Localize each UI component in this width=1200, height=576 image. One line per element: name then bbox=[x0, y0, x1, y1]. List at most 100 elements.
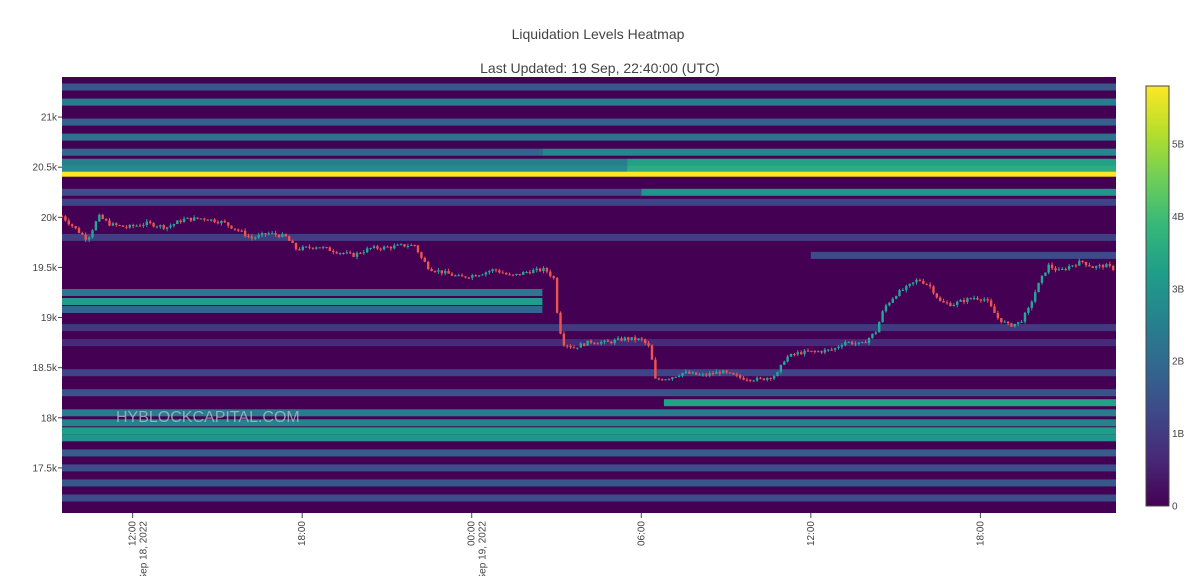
heatmap-bands bbox=[62, 83, 1116, 502]
candle-body bbox=[444, 271, 447, 274]
heatmap-band bbox=[62, 419, 1116, 427]
candle-body bbox=[84, 234, 87, 240]
candle-body bbox=[125, 226, 128, 228]
candle-body bbox=[247, 236, 250, 237]
candle-body bbox=[494, 269, 498, 271]
candle-body bbox=[1105, 264, 1108, 268]
candle-body bbox=[223, 221, 226, 223]
candle-body bbox=[1074, 265, 1078, 267]
candle-body bbox=[87, 237, 91, 240]
heatmap-plot-area: HYBLOCKCAPITAL.COM bbox=[62, 77, 1116, 513]
candle-body bbox=[1047, 264, 1050, 273]
heatmap-band bbox=[62, 389, 1116, 397]
candle-body bbox=[817, 351, 820, 353]
candle-body bbox=[403, 244, 406, 247]
candle-body bbox=[647, 343, 650, 346]
candle-body bbox=[1006, 321, 1010, 324]
candle-body bbox=[1067, 266, 1071, 270]
candle-body bbox=[762, 378, 766, 381]
candle-body bbox=[1044, 272, 1047, 276]
candle-body bbox=[759, 377, 762, 379]
candle-body bbox=[186, 217, 189, 219]
x-tick-label-group: 12:00 Sep 18, 2022 bbox=[128, 521, 150, 576]
candle-body bbox=[728, 372, 732, 374]
candle-body bbox=[661, 379, 664, 381]
candle-body bbox=[104, 218, 108, 221]
candle-body bbox=[820, 351, 823, 353]
heatmap-band bbox=[62, 164, 628, 172]
heatmap-band bbox=[62, 409, 1116, 417]
candle-body bbox=[98, 214, 101, 222]
candle-body bbox=[260, 233, 264, 235]
candle-body bbox=[477, 275, 481, 277]
candle-body bbox=[742, 377, 745, 380]
candle-body bbox=[844, 342, 847, 346]
x-tick-label-group: 18:00 bbox=[975, 521, 986, 546]
candle-body bbox=[399, 244, 403, 246]
candle-body bbox=[874, 332, 877, 334]
candle-body bbox=[864, 342, 867, 344]
candle-body bbox=[1013, 323, 1016, 327]
candle-body bbox=[382, 246, 386, 250]
candle-body bbox=[142, 224, 145, 226]
candle-body bbox=[528, 272, 532, 274]
candle-body bbox=[501, 272, 504, 274]
candle-body bbox=[1050, 264, 1054, 269]
candle-body bbox=[857, 342, 861, 344]
candle-body bbox=[1112, 265, 1115, 270]
heatmap-band bbox=[62, 98, 1116, 106]
candle-body bbox=[603, 340, 606, 342]
heatmap-band bbox=[627, 164, 1116, 172]
candle-body bbox=[413, 244, 416, 246]
candle-body bbox=[427, 261, 430, 269]
heatmap-band bbox=[62, 298, 543, 305]
candle-body bbox=[321, 247, 325, 249]
candle-body bbox=[949, 303, 952, 307]
candle-body bbox=[796, 352, 799, 355]
candle-body bbox=[677, 375, 681, 377]
candle-body bbox=[359, 252, 362, 254]
candle-body bbox=[176, 220, 179, 224]
candle-body bbox=[328, 247, 332, 251]
candle-body bbox=[725, 370, 728, 373]
candle-body bbox=[627, 337, 630, 340]
heatmap-band bbox=[62, 306, 543, 313]
candle-body bbox=[189, 217, 193, 221]
candle-body bbox=[233, 228, 237, 230]
candle-body bbox=[366, 248, 369, 253]
candle-body bbox=[830, 349, 833, 351]
candle-body bbox=[488, 271, 491, 273]
candle-body bbox=[623, 337, 627, 341]
candle-body bbox=[396, 244, 399, 246]
candle-body bbox=[752, 380, 755, 382]
candle-body bbox=[243, 230, 247, 237]
candle-body bbox=[681, 373, 684, 376]
chart-title: Liquidation Levels Heatmap bbox=[512, 26, 685, 42]
candle-body bbox=[379, 248, 382, 250]
candle-body bbox=[522, 272, 525, 275]
candle-body bbox=[972, 298, 976, 299]
candle-body bbox=[1084, 261, 1088, 266]
candle-body bbox=[101, 214, 104, 219]
candle-body bbox=[667, 379, 671, 381]
candle-body bbox=[115, 223, 118, 225]
candle-body bbox=[650, 345, 654, 360]
candle-body bbox=[464, 276, 467, 278]
candle-body bbox=[298, 249, 301, 251]
candle-body bbox=[823, 349, 827, 353]
colorbar-gradient bbox=[1145, 85, 1170, 507]
candle-body bbox=[589, 340, 593, 343]
colorbar-tick-label: 3B bbox=[1172, 284, 1185, 295]
candle-body bbox=[644, 339, 647, 344]
candle-body bbox=[538, 268, 542, 272]
candle-body bbox=[633, 337, 637, 340]
candle-body bbox=[291, 240, 294, 243]
heatmap-band bbox=[62, 324, 1116, 332]
candle-body bbox=[376, 246, 379, 249]
candle-body bbox=[335, 252, 338, 254]
candle-body bbox=[169, 225, 172, 228]
candle-body bbox=[962, 300, 966, 302]
candle-body bbox=[976, 298, 979, 300]
candle-body bbox=[318, 247, 321, 249]
